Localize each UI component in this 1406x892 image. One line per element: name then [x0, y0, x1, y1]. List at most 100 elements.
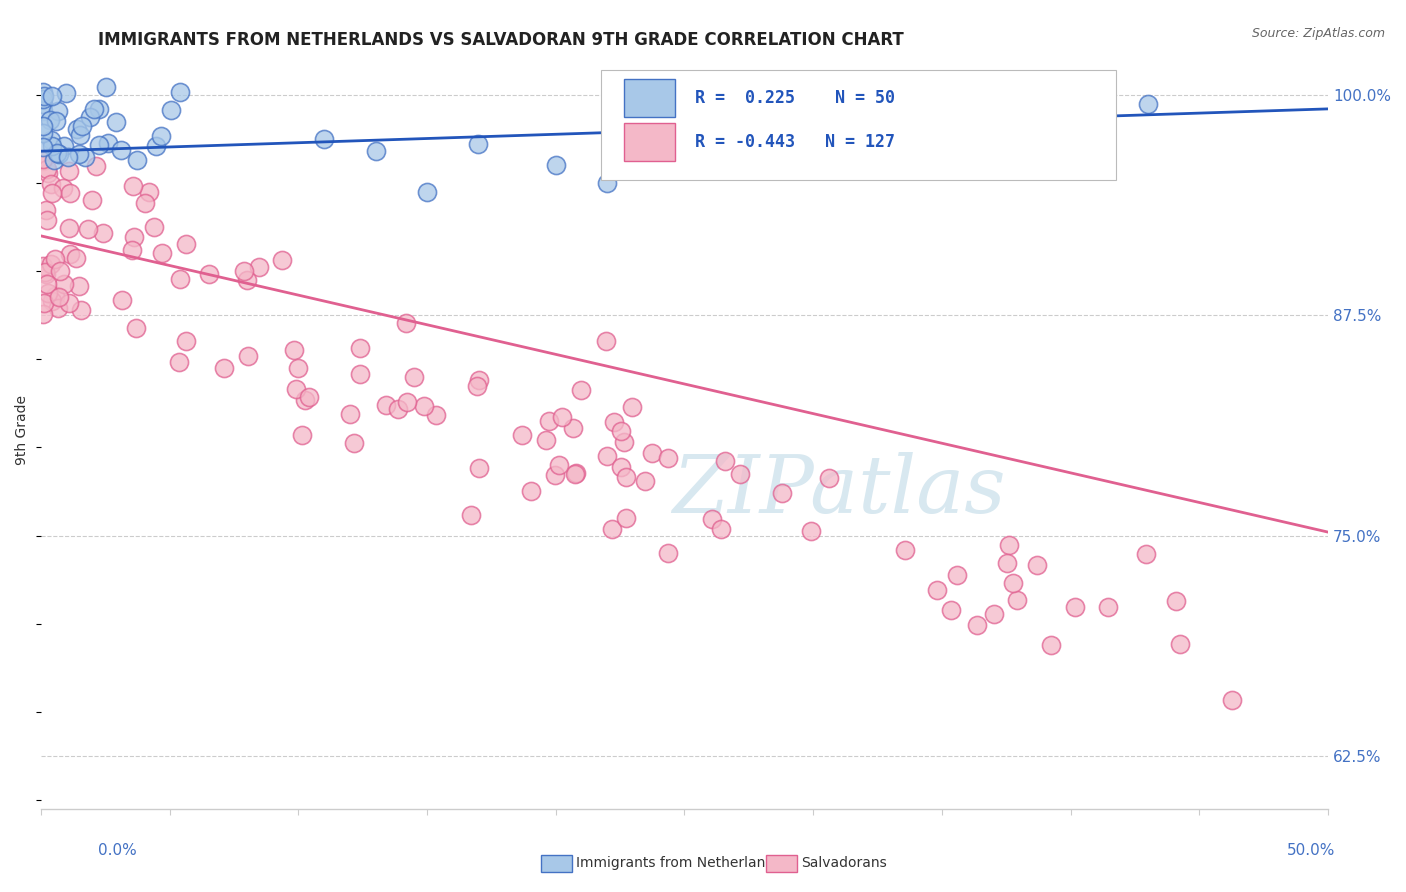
Point [32, 259, 55, 273]
Point [32, 152, 55, 166]
Point [35, 267, 58, 281]
Point [1063, 599, 1085, 614]
Point [58, 164, 80, 178]
Point [673, 127, 696, 141]
Point [657, 546, 679, 560]
Point [700, 512, 723, 526]
Point [169, 86, 191, 100]
Text: R =  0.225    N = 50: R = 0.225 N = 50 [695, 89, 894, 107]
Point [32, 88, 55, 103]
Point [412, 399, 434, 413]
Point [59, 246, 82, 260]
Text: Source: ZipAtlas.com: Source: ZipAtlas.com [1251, 27, 1385, 40]
Point [97, 136, 120, 151]
Point [460, 508, 482, 523]
Point [609, 459, 631, 474]
Point [548, 458, 571, 472]
Point [562, 420, 585, 434]
Point [91, 226, 114, 240]
Point [46, 146, 69, 161]
Point [425, 408, 447, 422]
Point [45, 114, 67, 128]
Point [70, 119, 93, 133]
Point [32, 92, 55, 106]
Point [174, 334, 197, 348]
Text: 0.0%: 0.0% [98, 843, 138, 858]
Point [995, 556, 1018, 570]
Point [657, 451, 679, 466]
Point [710, 522, 733, 536]
Point [1097, 600, 1119, 615]
Point [46, 301, 69, 315]
Text: Salvadorans: Salvadorans [801, 856, 887, 871]
Point [35, 202, 58, 217]
Point [396, 394, 419, 409]
Point [87, 138, 110, 153]
Point [121, 243, 143, 257]
Point [894, 542, 917, 557]
Point [52, 181, 75, 195]
Point [84, 159, 107, 173]
Point [236, 273, 259, 287]
Point [46, 104, 69, 119]
Point [927, 583, 949, 598]
Point [104, 115, 127, 129]
Point [349, 367, 371, 381]
Point [770, 486, 793, 500]
Point [613, 435, 636, 450]
Point [374, 398, 396, 412]
Point [83, 102, 105, 116]
Point [121, 178, 143, 193]
Point [298, 391, 321, 405]
Point [404, 370, 426, 384]
Point [983, 607, 1005, 621]
Point [53, 139, 76, 153]
Point [818, 470, 841, 484]
Point [87, 102, 110, 116]
Point [32, 97, 55, 112]
Point [1005, 593, 1028, 607]
Point [32, 307, 55, 321]
Point [614, 510, 637, 524]
Point [143, 219, 166, 234]
Point [465, 378, 488, 392]
Text: R = -0.443   N = 127: R = -0.443 N = 127 [695, 133, 894, 151]
Point [596, 176, 619, 190]
Point [312, 132, 335, 146]
Point [80, 193, 103, 207]
Point [364, 145, 387, 159]
Point [32, 154, 55, 169]
Point [945, 568, 967, 582]
Point [174, 237, 197, 252]
Point [52, 277, 75, 292]
Point [232, 264, 254, 278]
Point [39, 113, 62, 128]
Point [41, 186, 63, 200]
Point [160, 103, 183, 117]
Point [416, 185, 439, 199]
Point [150, 246, 173, 260]
Point [510, 427, 533, 442]
Point [349, 341, 371, 355]
Point [800, 524, 823, 538]
Point [55, 86, 77, 100]
Point [343, 435, 366, 450]
Point [520, 484, 543, 499]
Point [66, 122, 89, 136]
Point [614, 470, 637, 484]
Text: 50.0%: 50.0% [1288, 843, 1336, 858]
Point [714, 454, 737, 468]
Point [467, 137, 489, 152]
Point [138, 185, 160, 199]
Point [125, 320, 148, 334]
Point [603, 415, 626, 429]
Point [853, 137, 876, 152]
Point [285, 382, 308, 396]
Point [41, 138, 63, 153]
Point [59, 186, 82, 200]
Point [77, 222, 100, 236]
Point [544, 158, 567, 172]
Point [1170, 636, 1192, 650]
Point [596, 449, 619, 463]
Point [70, 302, 93, 317]
